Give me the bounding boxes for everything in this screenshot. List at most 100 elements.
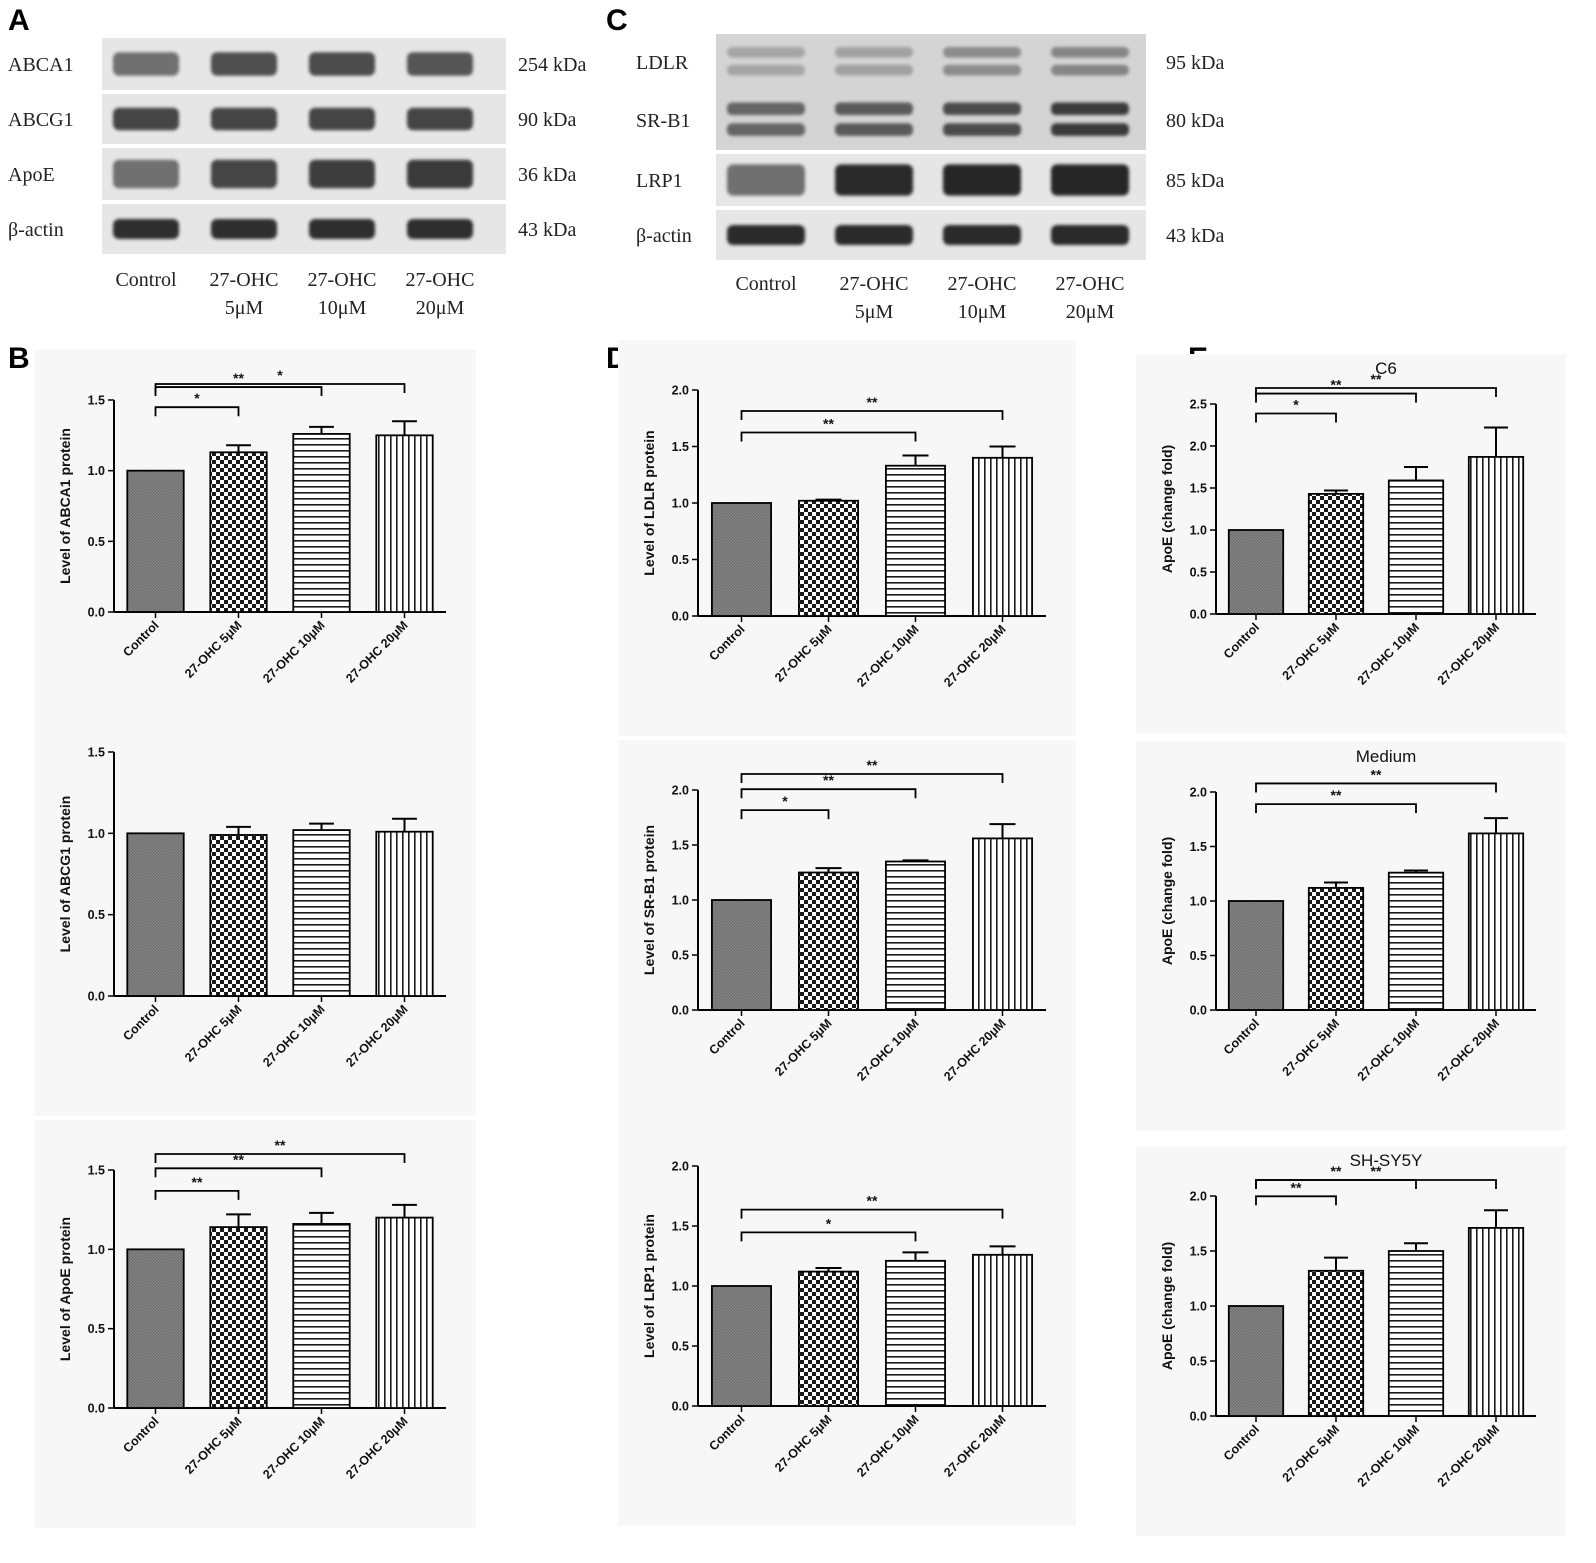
significance-label: * <box>782 793 788 809</box>
y-tick-label: 0.5 <box>672 949 689 963</box>
y-tick-label: 1.0 <box>1190 895 1207 909</box>
y-tick-label: 1.0 <box>672 894 689 908</box>
significance-label: ** <box>867 757 878 773</box>
blot-lane-label: Control <box>735 273 797 295</box>
y-tick-label: 1.5 <box>672 1220 689 1234</box>
blot-band <box>309 219 375 239</box>
y-tick-label: 2.0 <box>672 784 689 798</box>
y-tick-label: 1.5 <box>1190 1245 1207 1259</box>
bar-1 <box>1307 1269 1365 1417</box>
bracket-line <box>740 809 830 820</box>
blot-band <box>407 219 473 239</box>
y-tick-label: 0.5 <box>1190 949 1207 963</box>
blot-lane-dose: 5μM <box>225 297 264 319</box>
blot-protein-label: β-actin <box>636 225 692 247</box>
significance-label: * <box>277 367 283 383</box>
bar-1 <box>798 499 859 617</box>
bar-0 <box>1227 529 1285 615</box>
significance-bracket: ** <box>740 757 1004 783</box>
bracket-line <box>740 1231 917 1242</box>
blot-membrane <box>716 34 1146 90</box>
bar-2 <box>1387 1250 1445 1417</box>
blot-lane-label: 27-OHC <box>210 269 279 291</box>
blot-band <box>835 123 913 136</box>
significance-label: ** <box>192 1174 203 1190</box>
blot-band <box>943 47 1021 58</box>
significance-bracket: ** <box>740 394 1004 421</box>
y-tick-label: 0.0 <box>88 606 105 620</box>
y-tick-label: 0.0 <box>672 1400 689 1414</box>
significance-bracket: ** <box>154 1151 323 1178</box>
chart-title: Medium <box>1356 747 1416 766</box>
blot-band <box>835 64 913 76</box>
blot-band <box>727 123 805 136</box>
significance-bracket: ** <box>740 1193 1004 1219</box>
significance-bracket: ** <box>740 772 917 799</box>
blot-band <box>943 64 1021 76</box>
y-tick-label: 0.5 <box>672 553 689 567</box>
blot-lane-label: 27-OHC <box>840 273 909 295</box>
significance-bracket: ** <box>1255 787 1417 814</box>
y-tick-label: 0.5 <box>672 1340 689 1354</box>
blot-band <box>113 52 179 76</box>
significance-bracket: ** <box>154 1174 240 1200</box>
bracket-line <box>154 1190 240 1200</box>
blot-band <box>407 107 473 131</box>
blot-band <box>835 164 913 196</box>
bracket-line <box>1255 1195 1337 1206</box>
bar-0 <box>711 899 772 1011</box>
y-tick-label: 0.0 <box>672 1004 689 1018</box>
y-tick-label: 0.5 <box>88 908 105 922</box>
blot-band <box>309 52 375 76</box>
blot-row-ldlr: LDLR 95 kDa <box>636 34 1224 90</box>
bar-3 <box>1467 832 1525 1011</box>
panel-label-b: B <box>8 342 30 375</box>
bar-3 <box>972 456 1033 617</box>
bar-3 <box>375 830 434 997</box>
bracket-line <box>740 773 1004 783</box>
blot-band <box>943 164 1021 196</box>
significance-bracket: ** <box>1255 766 1497 793</box>
significance-label: ** <box>867 1193 878 1209</box>
bar-0 <box>711 1285 772 1407</box>
significance-label: ** <box>233 370 244 386</box>
y-tick-label: 0.0 <box>88 990 105 1004</box>
significance-bracket: * <box>1255 397 1337 423</box>
significance-label: ** <box>1331 1163 1342 1179</box>
blot-band <box>727 64 805 76</box>
y-tick-label: 2.0 <box>1190 1190 1207 1204</box>
blot-band <box>943 123 1021 136</box>
blot-band <box>1051 225 1129 245</box>
panel-label-c: C <box>606 4 628 37</box>
significance-label: ** <box>867 394 878 410</box>
significance-bracket: * <box>740 793 830 820</box>
y-axis-label: Level of ABCG1 protein <box>57 796 73 953</box>
y-tick-label: 0.0 <box>1190 608 1207 622</box>
chart-title: C6 <box>1375 359 1397 378</box>
y-tick-label: 1.5 <box>88 394 105 408</box>
blot-lane-dose: 5μM <box>855 301 894 323</box>
blot-band <box>309 159 375 189</box>
blot-band <box>211 219 277 239</box>
bar-2 <box>885 860 946 1011</box>
bar-1 <box>798 871 859 1011</box>
y-tick-label: 1.5 <box>88 1164 105 1178</box>
blot-band <box>113 107 179 131</box>
significance-bracket: * <box>154 390 240 417</box>
significance-label: ** <box>275 1137 286 1153</box>
blot-membrane <box>716 90 1146 150</box>
significance-label: ** <box>823 416 834 432</box>
blot-band <box>1051 102 1129 116</box>
y-tick-label: 1.0 <box>1190 1300 1207 1314</box>
blot-row-sr-b1: SR-B1 80 kDa <box>636 90 1224 150</box>
blot-lane-label: 27-OHC <box>948 273 1017 295</box>
y-tick-label: 0.5 <box>1190 1355 1207 1369</box>
blot-band <box>1051 123 1129 136</box>
blot-lane-dose: 10μM <box>958 301 1007 323</box>
blot-kda-label: 95 kDa <box>1166 52 1224 74</box>
significance-bracket: * <box>740 1215 917 1242</box>
blot-row-lrp1: LRP1 85 kDa <box>636 154 1224 206</box>
